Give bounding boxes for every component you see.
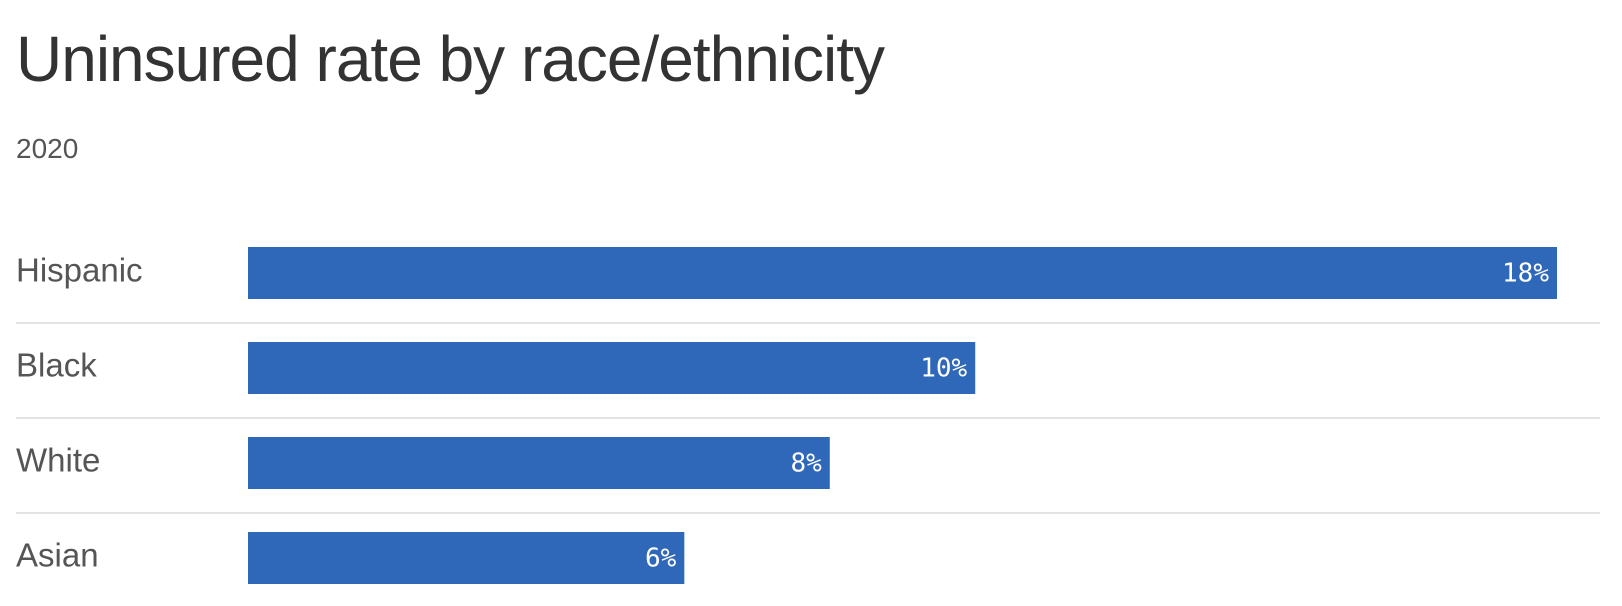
category-label-hispanic: Hispanic <box>16 252 143 289</box>
category-label-white: White <box>16 442 100 479</box>
value-label-white: 8% <box>790 449 822 479</box>
value-label-asian: 6% <box>645 544 677 574</box>
chart-subtitle: 2020 <box>16 133 79 164</box>
bar-asian <box>248 532 685 584</box>
value-label-black: 10% <box>920 354 967 384</box>
category-label-asian: Asian <box>16 537 99 574</box>
bar-black <box>248 342 976 394</box>
bar-white <box>248 437 830 489</box>
bar-hispanic <box>248 247 1557 299</box>
category-label-black: Black <box>16 347 97 384</box>
value-label-hispanic: 18% <box>1502 259 1549 289</box>
chart-title: Uninsured rate by race/ethnicity <box>16 23 885 95</box>
